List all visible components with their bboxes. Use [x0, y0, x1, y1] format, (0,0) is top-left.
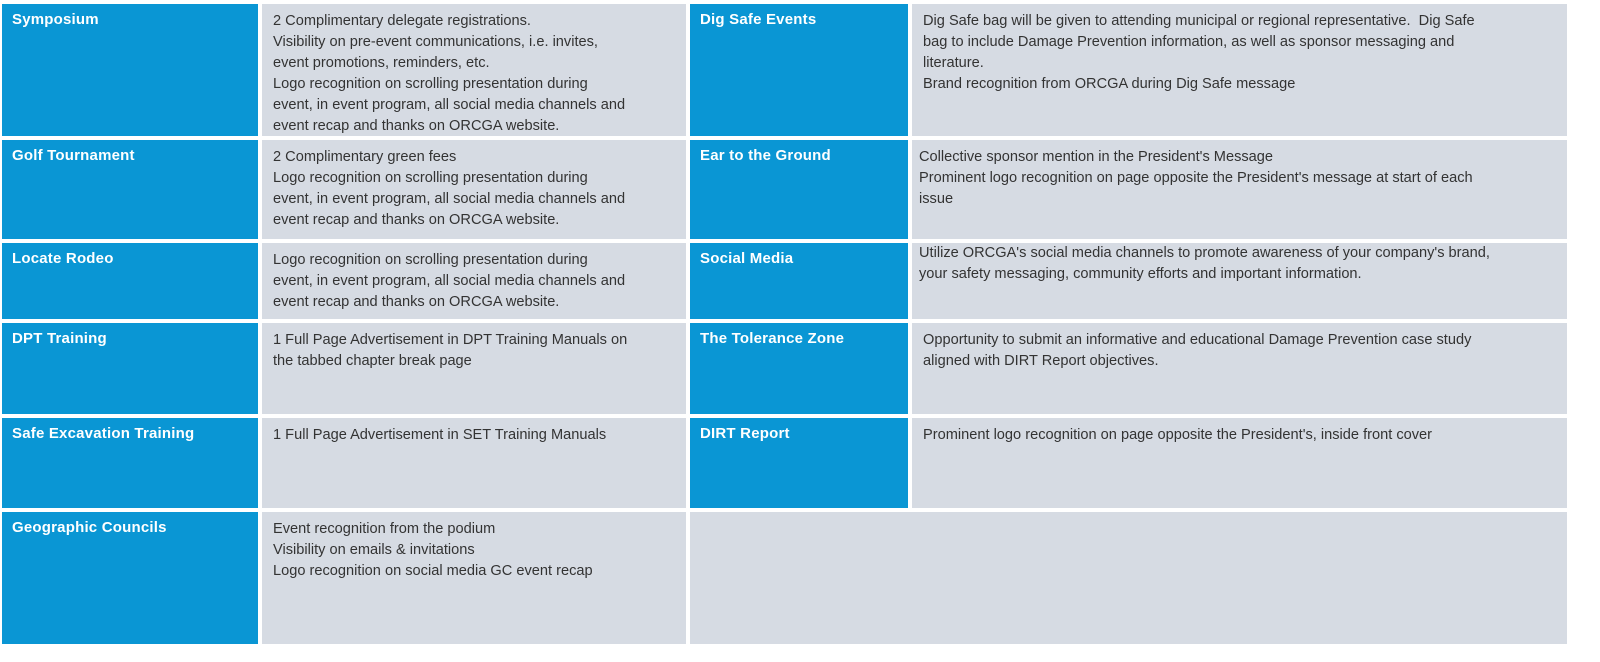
benefit-description-dpt-training: 1 Full Page Advertisement in DPT Trainin…: [262, 323, 686, 414]
benefit-line: literature.: [923, 55, 984, 71]
benefit-line: Logo recognition on social media GC even…: [273, 563, 593, 579]
category-label-ear-to-the-ground: Ear to the Ground: [690, 140, 908, 239]
benefit-line: Prominent logo recognition on page oppos…: [919, 170, 1473, 186]
benefit-description-geographic-councils: Event recognition from the podium Visibil…: [262, 512, 686, 644]
benefit-line: 1 Full Page Advertisement in DPT Trainin…: [273, 332, 628, 348]
benefit-line: the tabbed chapter break page: [273, 353, 472, 369]
category-label-dig-safe-events: Dig Safe Events: [690, 4, 908, 136]
benefit-description-ear-to-the-ground: Collective sponsor mention in the Presid…: [912, 140, 1567, 239]
benefit-line: your safety messaging, community efforts…: [919, 266, 1362, 282]
benefit-line: Collective sponsor mention in the Presid…: [919, 149, 1274, 165]
benefit-line: Logo recognition on scrolling presentati…: [273, 170, 588, 186]
benefit-description-social-media: Utilize ORCGA's social media channels to…: [912, 243, 1567, 319]
benefit-line: 2 Complimentary delegate registrations.: [273, 13, 531, 29]
benefit-line: Dig Safe bag will be given to attending …: [923, 13, 1475, 29]
benefit-line: Utilize ORCGA's social media channels to…: [919, 245, 1490, 261]
category-label-the-tolerance-zone: The Tolerance Zone: [690, 323, 908, 414]
category-label-safe-excavation-training: Safe Excavation Training: [2, 418, 258, 508]
benefit-line: Visibility on emails & invitations: [273, 542, 475, 558]
category-label-symposium: Symposium: [2, 4, 258, 136]
benefit-line: event, in event program, all social medi…: [273, 191, 626, 207]
benefit-description-golf-tournament: 2 Complimentary green fees Logo recogniti…: [262, 140, 686, 239]
benefit-line: Event recognition from the podium: [273, 521, 496, 537]
benefit-description-locate-rodeo: Logo recognition on scrolling presentati…: [262, 243, 686, 319]
benefit-line: event promotions, reminders, etc.: [273, 55, 490, 71]
benefit-line: 1 Full Page Advertisement in SET Trainin…: [273, 427, 607, 443]
category-label-geographic-councils: Geographic Councils: [2, 512, 258, 644]
benefit-line: event recap and thanks on ORCGA website.: [273, 212, 560, 228]
benefit-description-dirt-report: Prominent logo recognition on page oppos…: [912, 418, 1567, 508]
benefit-description-symposium: 2 Complimentary delegate registrations. V…: [262, 4, 686, 136]
benefit-line: event, in event program, all social medi…: [273, 97, 626, 113]
benefit-line: Prominent logo recognition on page oppos…: [923, 427, 1433, 443]
benefit-line: bag to include Damage Prevention informa…: [923, 34, 1455, 50]
benefit-line: issue: [919, 191, 954, 207]
benefit-line: event recap and thanks on ORCGA website.: [273, 118, 560, 134]
benefit-description-the-tolerance-zone: Opportunity to submit an informative and…: [912, 323, 1567, 414]
category-label-dirt-report: DIRT Report: [690, 418, 908, 508]
benefit-line: event recap and thanks on ORCGA website.: [273, 294, 560, 310]
category-label-social-media: Social Media: [690, 243, 908, 319]
empty-cell: [690, 512, 1567, 644]
benefit-line: Logo recognition on scrolling presentati…: [273, 76, 588, 92]
benefit-line: event, in event program, all social medi…: [273, 273, 626, 289]
benefit-line: aligned with DIRT Report objectives.: [923, 353, 1159, 369]
benefit-line: Visibility on pre-event communications, …: [273, 34, 598, 50]
benefit-line: Opportunity to submit an informative and…: [923, 332, 1472, 348]
benefit-line: Logo recognition on scrolling presentati…: [273, 252, 588, 268]
benefit-description-safe-excavation-training: 1 Full Page Advertisement in SET Trainin…: [262, 418, 686, 508]
category-label-locate-rodeo: Locate Rodeo: [2, 243, 258, 319]
benefit-line: 2 Complimentary green fees: [273, 149, 457, 165]
category-label-golf-tournament: Golf Tournament: [2, 140, 258, 239]
benefit-description-dig-safe-events: Dig Safe bag will be given to attending …: [912, 4, 1567, 136]
category-label-dpt-training: DPT Training: [2, 323, 258, 414]
benefit-line: Brand recognition from ORCGA during Dig …: [923, 76, 1296, 92]
